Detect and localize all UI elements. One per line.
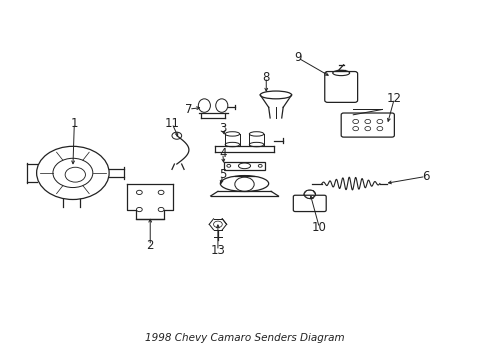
Bar: [224, 162, 264, 170]
Text: 13: 13: [210, 244, 225, 257]
Text: 1: 1: [70, 117, 78, 130]
Text: 6: 6: [421, 170, 428, 183]
Text: 7: 7: [185, 103, 192, 116]
Text: 11: 11: [164, 117, 179, 130]
Text: 4: 4: [219, 147, 226, 160]
Text: 1998 Chevy Camaro Senders Diagram: 1998 Chevy Camaro Senders Diagram: [144, 333, 344, 343]
Text: 12: 12: [386, 92, 401, 105]
Text: 9: 9: [293, 51, 301, 64]
Text: 2: 2: [146, 239, 154, 252]
Text: 3: 3: [219, 122, 226, 135]
Text: 8: 8: [262, 71, 269, 84]
Text: 10: 10: [311, 221, 326, 234]
Text: 5: 5: [219, 168, 226, 181]
